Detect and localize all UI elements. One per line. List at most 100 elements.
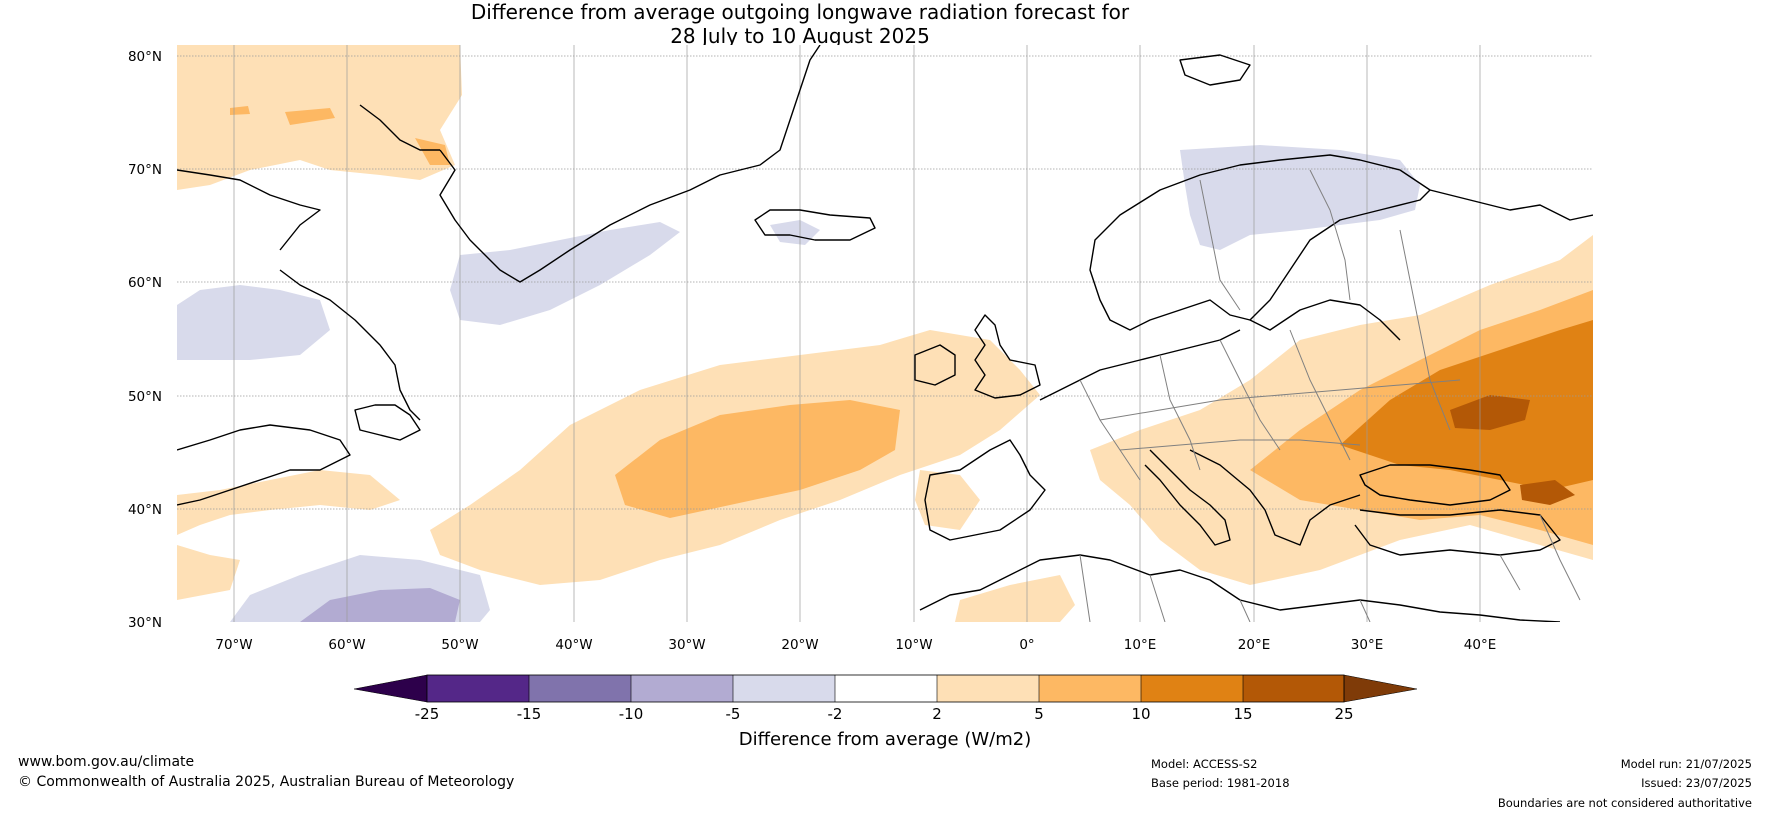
colorbar-frame <box>426 674 1345 703</box>
colorbar-tick: -25 <box>415 705 440 723</box>
border-europe-5 <box>1099 379 1461 421</box>
lon-label-70w: 70°W <box>215 637 252 653</box>
lat-label-60n: 60°N <box>128 275 162 291</box>
lon-label-10e: 10°E <box>1124 637 1156 653</box>
border-scandinavia <box>1199 179 1241 311</box>
coastline-north-africa <box>919 554 1561 622</box>
border-russia <box>1399 229 1451 431</box>
coastline-turkey <box>1354 509 1561 556</box>
coastline-baltic <box>1249 299 1401 341</box>
colorbar-segment-15-25 <box>1243 675 1344 702</box>
colorbar-segment--2-2 <box>835 675 937 702</box>
colorbar-segment-2-5 <box>937 675 1039 702</box>
border-europe-2 <box>1159 354 1201 471</box>
anomaly-area-greenland-orange <box>230 106 450 165</box>
border-middle-east <box>1499 514 1581 601</box>
lon-label-20e: 20°E <box>1238 637 1270 653</box>
border-europe-6 <box>1119 439 1361 451</box>
lon-label-30e: 30°E <box>1351 637 1383 653</box>
colorbar-segment--10--5 <box>631 675 733 702</box>
coastline-newfoundland <box>354 404 421 441</box>
coastline-balkans-greece <box>1189 449 1361 546</box>
coastline-britain <box>974 314 1041 399</box>
colorbar-tick: -2 <box>828 705 843 723</box>
colorbar-segment--15--10 <box>529 675 631 702</box>
lat-label-50n: 50°N <box>128 389 162 405</box>
lon-label-20w: 20°W <box>781 637 818 653</box>
colorbar-tick: 25 <box>1334 705 1353 723</box>
anomaly-area-north-atlantic-negative <box>450 222 680 325</box>
website-link[interactable]: www.bom.gov.au/climate <box>18 754 195 770</box>
copyright-text: © Commonwealth of Australia 2025, Austra… <box>18 774 515 790</box>
coastline-labrador <box>279 269 421 421</box>
anomaly-area-scandinavia-negative <box>1180 145 1420 250</box>
border-europe-4 <box>1289 329 1351 461</box>
lon-label-0: 0° <box>1019 637 1034 653</box>
model-run-date: Model run: 21/07/2025 <box>1620 757 1752 771</box>
colorbar-label: Difference from average (W/m2) <box>738 729 1032 750</box>
colorbar-segment--5--2 <box>733 675 835 702</box>
coastline-black-sea <box>1359 464 1511 506</box>
map-title: Difference from average outgoing longwav… <box>0 0 1730 48</box>
anomaly-area-north-america-positive <box>177 470 400 535</box>
colorbar-tick: 10 <box>1131 705 1150 723</box>
base-period: Base period: 1981-2018 <box>1151 776 1290 790</box>
coastline-italy <box>1144 449 1231 546</box>
colorbar-segment-10-15 <box>1141 675 1243 702</box>
lon-label-30w: 30°W <box>668 637 705 653</box>
coastline-baffin <box>177 169 321 251</box>
coastline-europe-west <box>1039 329 1241 401</box>
coastline-svalbard <box>1179 54 1251 86</box>
colorbar-segment-above-25 <box>1343 674 1418 703</box>
model-name: Model: ACCESS-S2 <box>1151 757 1258 771</box>
colorbar-ticks: -25 -15 -10 -5 -2 2 5 10 15 25 <box>415 705 1354 723</box>
coastline-iceland <box>754 209 876 241</box>
coastline-scandinavia <box>1089 154 1431 331</box>
anomaly-area-labrador-negative <box>177 285 330 360</box>
colorbar-tick: 2 <box>932 705 942 723</box>
anomaly-area-north-africa-positive <box>955 575 1075 622</box>
lon-label-10w: 10°W <box>895 637 932 653</box>
lat-label-80n: 80°N <box>128 49 162 65</box>
anomaly-area-west-atlantic-positive <box>177 545 240 600</box>
colorbar-segment--25--15 <box>427 675 529 702</box>
colorbar-tick: -5 <box>726 705 741 723</box>
colorbar-segment-below--25 <box>353 674 428 703</box>
border-finland <box>1309 169 1351 301</box>
lon-label-40w: 40°W <box>555 637 592 653</box>
lat-label-70n: 70°N <box>128 162 162 178</box>
coastline-iberia <box>924 439 1046 541</box>
lon-label-60w: 60°W <box>328 637 365 653</box>
colorbar-tick: -15 <box>517 705 542 723</box>
lon-label-50w: 50°W <box>441 637 478 653</box>
anomaly-area-atlantic-orange <box>615 400 900 518</box>
colorbar-tick: 5 <box>1034 705 1044 723</box>
latitude-labels: 80°N 70°N 60°N 50°N 40°N 30°N <box>128 49 162 631</box>
boundaries-disclaimer: Boundaries are not considered authoritat… <box>1497 796 1752 810</box>
coastline-ireland <box>914 344 956 386</box>
border-europe-1 <box>1079 379 1141 481</box>
lon-label-40e: 40°E <box>1464 637 1496 653</box>
longitude-labels: 70°W 60°W 50°W 40°W 30°W 20°W 10°W 0° 10… <box>215 637 1496 653</box>
coastlines <box>177 45 1593 622</box>
country-borders <box>1079 169 1581 622</box>
anomaly-area-iberia-positive <box>915 470 980 530</box>
colorbar-tick: 15 <box>1233 705 1252 723</box>
anomaly-area-ukraine-peak <box>1450 395 1530 430</box>
anomaly-shading <box>177 45 1593 622</box>
lat-label-40n: 40°N <box>128 502 162 518</box>
border-europe-3 <box>1219 339 1281 451</box>
colorbar-tick: -10 <box>619 705 644 723</box>
issued-date: Issued: 23/07/2025 <box>1641 776 1752 790</box>
lat-label-30n: 30°N <box>128 615 162 631</box>
coastline-greenland-west <box>359 104 440 151</box>
coastline-greenland <box>439 45 821 283</box>
map-panel <box>177 45 1593 622</box>
colorbar-segment-5-10 <box>1039 675 1141 702</box>
title-line-2: 28 July to 10 August 2025 <box>670 24 930 48</box>
anomaly-area-subtropical-negative-2 <box>300 588 460 622</box>
anomaly-area-anatolia-peak <box>1520 480 1575 505</box>
border-north-africa <box>1079 554 1371 622</box>
coastline-nova-scotia <box>177 424 351 506</box>
gridlines <box>177 45 1593 622</box>
